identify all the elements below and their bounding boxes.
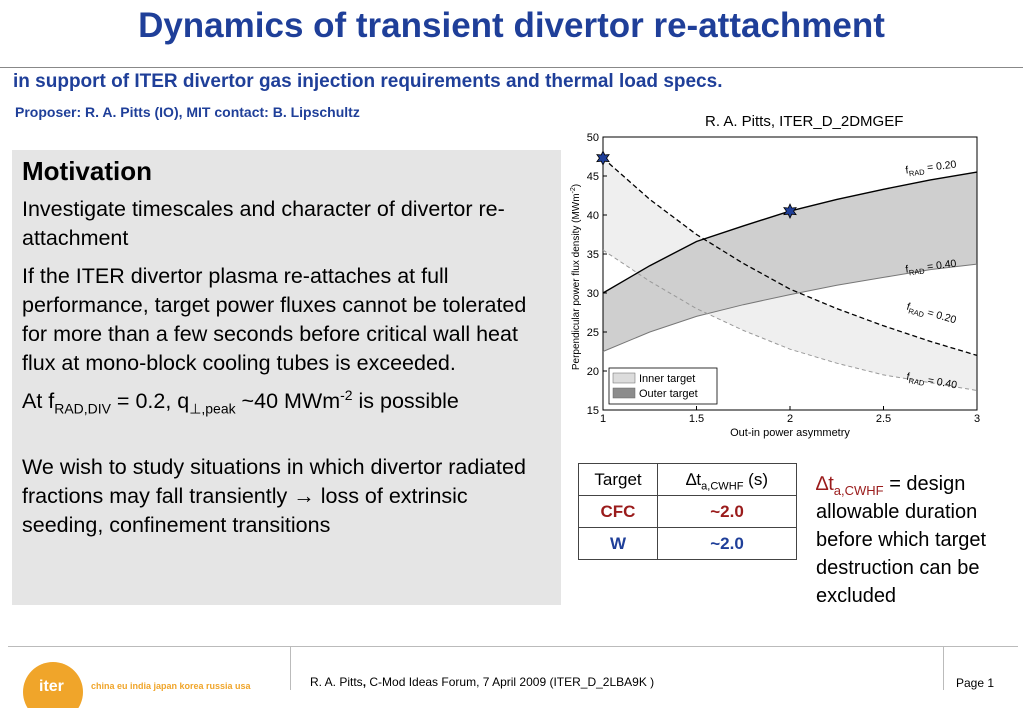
table-row: W ~2.0: [579, 528, 797, 560]
motivation-point-4: We wish to study situations in which div…: [22, 453, 551, 540]
footer-citation: R. A. Pitts, C-Mod Ideas Forum, 7 April …: [310, 675, 654, 689]
x-axis-label: Out-in power asymmetry: [730, 427, 850, 439]
y-axis-label: Perpendicular power flux density (MWm-2): [570, 184, 582, 370]
table-header-dt: ∆ta,CWHF (s): [658, 464, 797, 496]
table-cell-value: ~2.0: [658, 496, 797, 528]
motivation-point-1: Investigate timescales and character of …: [22, 195, 551, 253]
right-arrow-icon: →: [293, 484, 315, 508]
svg-text:iter: iter: [39, 678, 64, 695]
x-tick-label: 1: [600, 413, 606, 425]
table-cell-target: CFC: [579, 496, 658, 528]
proposer-line: Proposer: R. A. Pitts (IO), MIT contact:…: [15, 104, 360, 120]
motivation-point-3: At fRAD,DIV = 0.2, q⊥,peak ~40 MWm-2 is …: [22, 387, 551, 416]
y-tick-label: 45: [587, 171, 599, 183]
legend-label: Inner target: [639, 373, 695, 385]
footer-separator-left: [290, 646, 291, 690]
dt-definition-note: ∆ta,CWHF = design allowable duration bef…: [816, 470, 1016, 610]
footer-separator-right: [943, 646, 944, 690]
title-divider: [0, 67, 1023, 68]
timescale-table: Target ∆ta,CWHF (s) CFC ~2.0 W ~2.0: [578, 463, 797, 560]
table-row: CFC ~2.0: [579, 496, 797, 528]
y-tick-label: 35: [587, 249, 599, 261]
y-tick-label: 50: [587, 132, 599, 144]
footer-divider: [8, 646, 1018, 647]
power-flux-chart: Perpendicular power flux density (MWm-2)…: [565, 127, 985, 442]
table-cell-target: W: [579, 528, 658, 560]
motivation-point-2: If the ITER divertor plasma re-attaches …: [22, 262, 551, 378]
x-tick-label: 2.5: [876, 413, 891, 425]
x-tick-label: 2: [787, 413, 793, 425]
motivation-heading: Motivation: [22, 156, 551, 187]
motivation-panel: Motivation Investigate timescales and ch…: [12, 150, 561, 605]
y-tick-label: 30: [587, 288, 599, 300]
y-tick-label: 20: [587, 366, 599, 378]
slide-title: Dynamics of transient divertor re-attach…: [0, 6, 1023, 46]
x-tick-label: 3: [974, 413, 980, 425]
legend-label: Outer target: [639, 388, 698, 400]
iter-logo: iter: [17, 650, 87, 708]
legend-swatch: [613, 373, 635, 383]
slide-subtitle: in support of ITER divertor gas injectio…: [13, 71, 722, 93]
x-tick-label: 1.5: [689, 413, 704, 425]
y-tick-label: 15: [587, 405, 599, 417]
y-tick-label: 40: [587, 210, 599, 222]
table-header-row: Target ∆ta,CWHF (s): [579, 464, 797, 496]
page-number: Page 1: [956, 676, 994, 690]
f-rad-annotation: fRAD = 0.20: [905, 158, 958, 178]
logo-tagline: china eu india japan korea russia usa: [91, 681, 251, 691]
table-cell-value: ~2.0: [658, 528, 797, 560]
f-rad-annotation: fRAD = 0.20: [905, 301, 958, 329]
table-header-target: Target: [579, 464, 658, 496]
y-tick-label: 25: [587, 327, 599, 339]
legend-swatch: [613, 388, 635, 398]
